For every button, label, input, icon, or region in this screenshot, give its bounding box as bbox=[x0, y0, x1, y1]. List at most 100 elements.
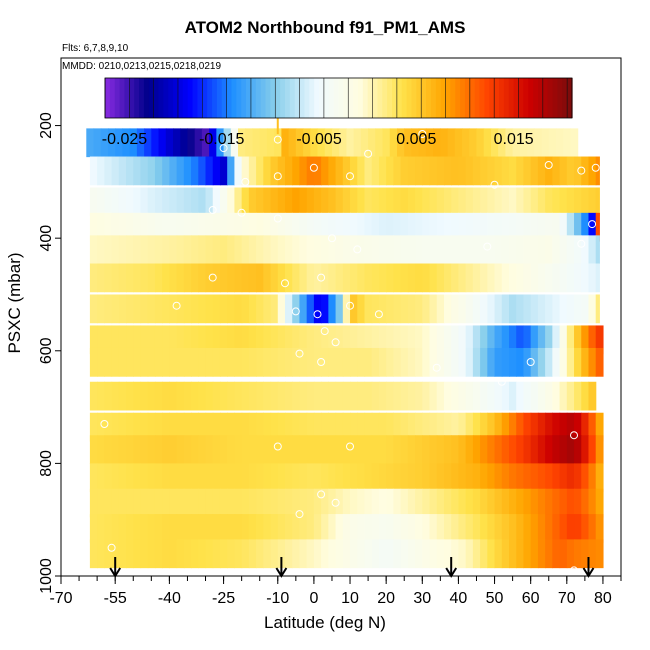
heatmap-cell bbox=[201, 128, 210, 158]
heatmap-cell bbox=[545, 347, 553, 377]
x-tick-label: -10 bbox=[266, 590, 289, 607]
heatmap-cell bbox=[154, 514, 163, 543]
heatmap-cell bbox=[545, 325, 553, 355]
heatmap-cell bbox=[523, 235, 532, 265]
heatmap-cell bbox=[566, 212, 575, 242]
heatmap-cell bbox=[574, 187, 582, 217]
heatmap-cell bbox=[364, 488, 373, 518]
heatmap-cell bbox=[176, 539, 185, 569]
heatmap-cell bbox=[378, 463, 387, 493]
heatmap-cell bbox=[494, 212, 503, 242]
heatmap-cell bbox=[154, 325, 163, 355]
heatmap-cell bbox=[494, 263, 503, 293]
heatmap-cell bbox=[299, 435, 308, 464]
heatmap-cell bbox=[574, 294, 582, 324]
heatmap-cell bbox=[400, 294, 409, 324]
heatmap-cell bbox=[104, 463, 113, 493]
heatmap-cell bbox=[415, 412, 423, 442]
heatmap-cell bbox=[357, 488, 366, 518]
colorbar-swatch bbox=[484, 78, 490, 118]
heatmap-cell bbox=[191, 263, 199, 293]
heatmap-cell bbox=[357, 294, 366, 324]
heatmap-cell bbox=[429, 156, 438, 186]
heatmap-cell bbox=[277, 325, 286, 355]
heatmap-cell bbox=[552, 514, 561, 543]
heatmap-cell bbox=[378, 187, 387, 217]
heatmap-cell bbox=[566, 412, 575, 442]
colorbar-swatch bbox=[323, 78, 330, 118]
colorbar-swatch bbox=[464, 78, 471, 118]
colorbar-swatch bbox=[280, 78, 286, 118]
heatmap-cell bbox=[386, 212, 394, 242]
heatmap-cell bbox=[154, 381, 163, 411]
heatmap-cell bbox=[342, 212, 351, 242]
heatmap-cell bbox=[126, 539, 134, 569]
heatmap-cell bbox=[537, 325, 546, 355]
colorbar-swatch bbox=[260, 78, 267, 118]
heatmap-cell bbox=[97, 435, 105, 464]
heatmap-cell bbox=[248, 488, 257, 518]
heatmap-cell bbox=[472, 514, 481, 543]
heatmap-cell bbox=[263, 294, 272, 324]
heatmap-cell bbox=[93, 128, 102, 158]
heatmap-cell bbox=[328, 381, 337, 411]
heatmap-cell bbox=[241, 263, 250, 293]
heatmap-cell bbox=[97, 539, 105, 569]
heatmap-cell bbox=[400, 235, 409, 265]
heatmap-cell bbox=[176, 263, 185, 293]
heatmap-cell bbox=[350, 412, 358, 442]
heatmap-cell bbox=[299, 263, 308, 293]
heatmap-cell bbox=[364, 463, 373, 493]
heatmap-cell bbox=[407, 347, 416, 377]
colorbar-swatch bbox=[314, 78, 320, 118]
heatmap-cell bbox=[277, 463, 286, 493]
heatmap-cell bbox=[241, 212, 250, 242]
sample-point bbox=[295, 510, 304, 519]
heatmap-cell bbox=[126, 263, 134, 293]
heatmap-cell bbox=[458, 235, 467, 265]
colorbar-swatch bbox=[294, 78, 301, 118]
heatmap-cell bbox=[443, 263, 452, 293]
heatmap-cell bbox=[140, 435, 149, 464]
heatmap-cell bbox=[285, 263, 293, 293]
heatmap-cell bbox=[342, 514, 351, 543]
heatmap-cell bbox=[523, 212, 532, 242]
heatmap-cell bbox=[154, 435, 163, 464]
heatmap-cell bbox=[147, 263, 156, 293]
colorbar-swatch bbox=[134, 78, 140, 118]
heatmap-cell bbox=[595, 294, 600, 324]
heatmap-cell bbox=[89, 212, 98, 242]
colorbar-swatch bbox=[231, 78, 237, 118]
heatmap-cell bbox=[248, 381, 257, 411]
heatmap-cell bbox=[205, 539, 214, 569]
heatmap-cell bbox=[227, 435, 236, 464]
colorbar-swatch bbox=[557, 78, 563, 118]
heatmap-cell bbox=[328, 235, 337, 265]
heatmap-cell bbox=[205, 381, 214, 411]
colorbar-swatch bbox=[202, 78, 208, 118]
heatmap-cell bbox=[227, 212, 236, 242]
heatmap-cell bbox=[364, 294, 373, 324]
heatmap-cell bbox=[205, 187, 214, 217]
heatmap-cell bbox=[169, 435, 178, 464]
heatmap-cell bbox=[415, 187, 423, 217]
heatmap-cell bbox=[223, 128, 232, 158]
heatmap-cell bbox=[559, 539, 568, 569]
heatmap-cell bbox=[118, 212, 127, 242]
heatmap-cell bbox=[317, 128, 326, 158]
heatmap-cell bbox=[277, 156, 286, 186]
heatmap-cell bbox=[581, 325, 590, 355]
heatmap-cell bbox=[415, 235, 423, 265]
heatmap-cell bbox=[357, 325, 366, 355]
heatmap-cell bbox=[458, 435, 467, 464]
heatmap-cell bbox=[263, 235, 272, 265]
heatmap-cell bbox=[393, 435, 402, 464]
heatmap-cell bbox=[169, 488, 178, 518]
heatmap-cell bbox=[472, 263, 481, 293]
heatmap-cell bbox=[194, 128, 203, 158]
heatmap-cell bbox=[487, 325, 496, 355]
heatmap-cell bbox=[97, 235, 105, 265]
sample-point bbox=[374, 310, 383, 319]
colorbar-swatch bbox=[353, 78, 359, 118]
heatmap-cell bbox=[371, 156, 380, 186]
